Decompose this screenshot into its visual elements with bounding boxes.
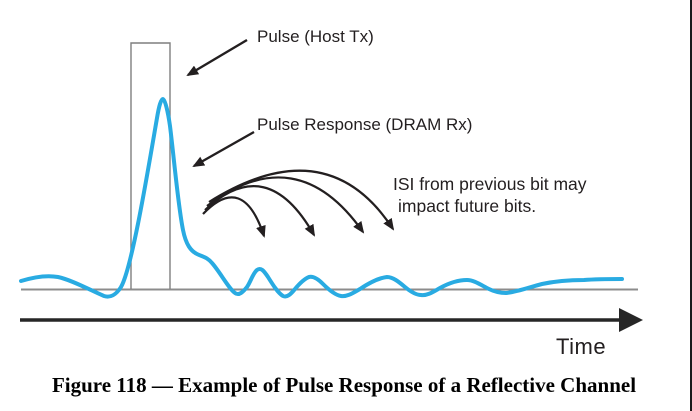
isi-arc-4	[208, 169, 395, 231]
rx-pulse-response-curve	[19, 97, 624, 299]
tx-pulse-rectangle	[130, 42, 171, 289]
isi-note-line1: ISI from previous bit may	[393, 174, 587, 194]
isi-note: ISI from previous bit may impact future …	[393, 173, 587, 217]
pulse-label: Pulse (Host Tx)	[257, 27, 374, 46]
isi-note-line2: impact future bits.	[398, 196, 537, 216]
time-axis-label: Time	[556, 334, 607, 359]
page-border-right	[690, 0, 692, 411]
pulse-callout-arrow	[186, 38, 248, 77]
figure-caption: Figure 118 — Example of Pulse Response o…	[51, 373, 637, 397]
isi-arc-3	[206, 176, 365, 234]
pulse-response-callout-arrow	[192, 130, 255, 168]
time-axis-arrowhead-icon	[619, 308, 643, 332]
pulse-response-label: Pulse Response (DRAM Rx)	[257, 115, 473, 134]
isi-arc-1	[202, 196, 266, 238]
